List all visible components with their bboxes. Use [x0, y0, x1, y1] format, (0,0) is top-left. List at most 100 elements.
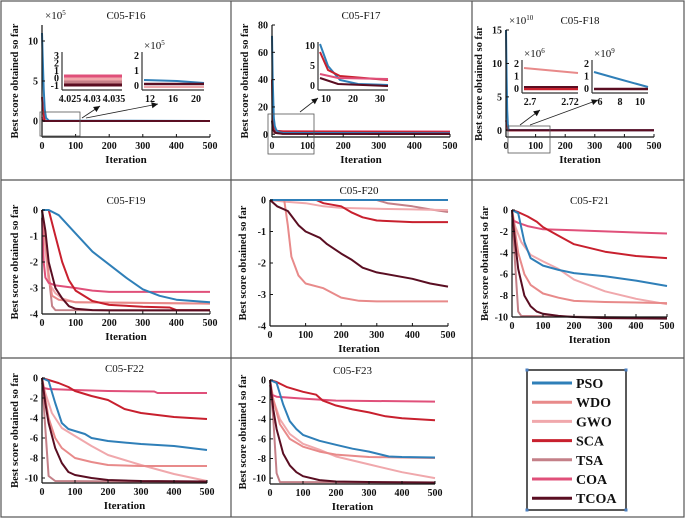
inset-y-tick-label: 0	[310, 81, 315, 92]
x-tick-label: 0	[40, 141, 45, 152]
y-tick-label: -2	[258, 395, 266, 406]
inset-x-tick-label: 30	[375, 94, 385, 105]
series-line-tcoa	[271, 120, 451, 135]
y-tick-label: -8	[258, 454, 266, 465]
inset-series-line	[523, 67, 579, 74]
inset-background	[592, 60, 648, 93]
inset-y-multiplier: ×109	[594, 47, 615, 60]
inset-y-tick-label: -1	[51, 81, 59, 92]
series-line-tcoa	[41, 209, 210, 312]
x-tick-label: 500	[428, 488, 443, 499]
inset-series-line	[319, 77, 389, 87]
y-tick-label: 0	[503, 206, 508, 217]
x-tick-label: 500	[441, 330, 456, 341]
y-tick-label: -4	[258, 322, 266, 333]
x-tick-label: 300	[362, 488, 377, 499]
x-tick-label: 400	[405, 330, 420, 341]
legend-label: WDO	[576, 396, 611, 411]
y-multiplier: ×105	[45, 9, 66, 22]
inset-x-tick-label: 4.025	[59, 94, 82, 105]
x-tick-label: 300	[587, 141, 602, 152]
x-tick-label: 200	[336, 141, 351, 152]
inset-x-tick-label: 10	[635, 97, 645, 108]
inset-x-tick-label: 4.03	[83, 94, 101, 105]
series-line-gwo	[269, 199, 449, 212]
x-tick-label: 400	[395, 488, 410, 499]
x-tick-label: 400	[629, 321, 644, 332]
series-line-gwo	[269, 379, 436, 480]
y-tick-label: -1	[30, 232, 38, 243]
zoom-region-box	[267, 113, 315, 155]
y-tick-label: 0	[261, 376, 266, 387]
x-tick-label: 500	[660, 321, 675, 332]
inset-y-tick-label: 2	[134, 51, 139, 62]
series-line-sca	[41, 377, 208, 420]
arrow-head-icon	[533, 110, 540, 117]
chart-title: C05-F23	[333, 365, 373, 377]
arrow-head-icon	[93, 106, 100, 113]
series-line-tcoa	[505, 128, 654, 132]
legend-item-tcoa: TCOA	[532, 492, 617, 507]
legend-corner-handle	[624, 508, 628, 512]
inset-y-tick-label: 2	[54, 59, 59, 70]
inset-y-tick-label: 1	[54, 66, 59, 77]
x-tick-label: 100	[296, 488, 311, 499]
arrow-head-icon	[311, 98, 318, 105]
legend-item-pso: PSO	[532, 377, 603, 392]
chart-c05-f19: C05-F19 0 100 200 300 400 500 0 -1 -2 -3 -4 Iteratio…	[10, 195, 218, 343]
series-line-wdo	[269, 379, 436, 459]
chart-c05-f20: C05-F20 0 100 200 300 400 500 0 -1 -2 -3 -4 Iteratio…	[238, 185, 456, 355]
series-line-tsa	[41, 377, 208, 483]
x-tick-label: 100	[68, 318, 83, 329]
x-tick-label: 300	[598, 321, 613, 332]
x-tick-label: 100	[528, 141, 543, 152]
y-tick-label: 15	[492, 26, 502, 37]
series-line-pso	[41, 377, 208, 451]
x-tick-label: 200	[329, 488, 344, 499]
legend-corner-handle	[624, 368, 628, 372]
inset-y-tick-label: 1	[134, 66, 139, 77]
zoom-arrow	[529, 99, 599, 126]
x-axis-label: Iteration	[569, 334, 611, 346]
y-tick-label: -8	[30, 454, 38, 465]
inset-series-line	[319, 73, 389, 80]
zoom-arrow	[85, 103, 159, 119]
series-line-pso	[271, 35, 451, 135]
y-tick-label: 0	[263, 130, 268, 141]
y-tick-label: 0	[33, 117, 38, 128]
y-axis-label: Best score obtained so far	[10, 373, 21, 488]
inset-y-tick-label: 2	[514, 59, 519, 70]
y-tick-label: 20	[258, 102, 268, 113]
y-axis-label: Best score obtained so far	[238, 205, 249, 320]
x-tick-label: 300	[135, 318, 150, 329]
inset-x-tick-label: 10	[321, 94, 331, 105]
legend-label: TCOA	[576, 492, 617, 507]
y-tick-label: 0	[33, 206, 38, 217]
inset-y-tick-label: 1	[584, 72, 589, 83]
inset-series-line	[593, 71, 649, 88]
x-tick-label: 500	[203, 318, 218, 329]
x-tick-label: 200	[102, 318, 117, 329]
x-axis-label: Iteration	[340, 154, 382, 166]
legend-label: SCA	[576, 435, 605, 450]
x-tick-label: 100	[68, 141, 83, 152]
inset-x-tick-label: 20	[191, 94, 201, 105]
series-line-wdo	[270, 199, 448, 303]
y-tick-label: -6	[30, 434, 38, 445]
legend: PSO WDO GWO SCA TSA COA TCOA	[525, 368, 628, 512]
series-line-sca	[270, 199, 448, 224]
series-line-pso	[42, 209, 211, 304]
inset-plot: 2.7 2.72 01 2 ×106	[514, 47, 579, 108]
series-line-gwo	[511, 209, 668, 306]
inset-y-tick-label: 2	[584, 59, 589, 70]
inset-x-tick-label: 6	[598, 97, 603, 108]
y-tick-label: -6	[258, 434, 266, 445]
inset-x-tick-label: 12	[145, 94, 155, 105]
x-tick-label: 0	[510, 321, 515, 332]
x-tick-label: 400	[167, 487, 182, 498]
y-axis-label: Best score obtained so far	[240, 23, 251, 138]
